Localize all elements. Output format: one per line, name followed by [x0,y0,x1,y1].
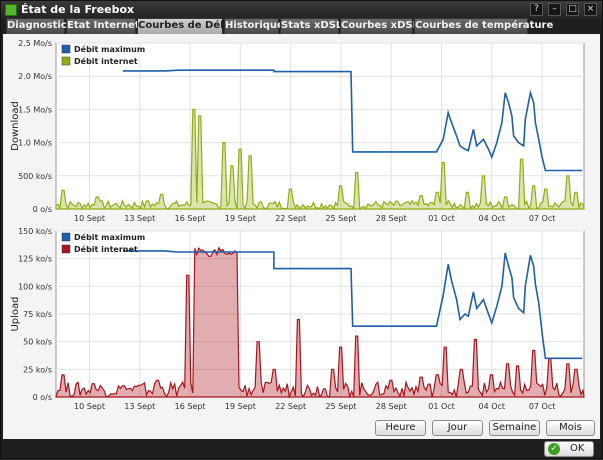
y-tick-label: 0 o/s [33,393,52,402]
range-hour-button[interactable]: Heure [375,420,426,436]
x-tick-label: 22 Sept [275,214,306,223]
window-title: État de la Freebox [21,3,135,16]
legend-label: Débit maximum [74,44,145,54]
x-tick-label: 10 Sept [74,402,105,411]
y-tick-label: 125 ko/s [18,255,52,264]
tab-courbes-de-temperature[interactable]: Courbes de température [414,18,553,34]
check-icon: ✓ [548,443,560,455]
y-tick-label: 100 ko/s [18,282,52,291]
plot-area [55,42,585,210]
x-tick-label: 16 Sept [175,402,206,411]
series-debit-internet [55,108,585,211]
ok-label: OK [570,443,585,454]
series-debit-maximum [123,250,583,360]
tab-bar: Diagnostic Etat Internet Courbes de Débi… [3,18,601,34]
y-tick-label: 2.0 Mo/s [18,72,52,81]
tab-courbes-de-debit[interactable]: Courbes de Débit [137,18,236,34]
legend-swatch [61,56,71,66]
download-chart: 0 o/s 500 ko/s 1.0 Mo/s 1.5 Mo/s 2.0 Mo/s 2.5… [10,39,585,223]
x-tick-label: 07 Oct [529,214,556,223]
close-button[interactable]: × [584,3,597,16]
x-tick-label: 19 Sept [225,402,256,411]
x-tick-label: 10 Sept [74,214,105,223]
x-tick-label: 22 Sept [275,402,306,411]
x-tick-label: 13 Sept [124,402,155,411]
tab-etat-internet[interactable]: Etat Internet [66,18,140,34]
help-button[interactable]: ? [530,3,543,16]
y-axis-label: Upload [10,296,21,331]
legend-label: Débit internet [74,56,138,66]
y-tick-label: 500 ko/s [18,172,52,181]
y-tick-label: 50 ko/s [23,338,52,347]
x-tick-label: 28 Sept [376,214,407,223]
x-tick-label: 01 Oct [428,214,455,223]
x-tick-label: 07 Oct [529,402,556,411]
legend-swatch [61,244,71,254]
x-tick-label: 25 Sept [325,214,356,223]
y-tick-label: 0 o/s [33,205,52,214]
x-tick-label: 16 Sept [175,214,206,223]
y-tick-label: 1.5 Mo/s [18,105,52,114]
x-tick-label: 19 Sept [225,214,256,223]
range-month-button[interactable]: Mois [546,420,595,436]
tab-courbes-xdsl[interactable]: Courbes xDSL [340,18,419,34]
y-tick-label: 150 ko/s [18,227,52,236]
legend-label: Débit maximum [74,232,145,242]
y-tick-label: 25 ko/s [23,365,52,374]
x-tick-label: 13 Sept [124,214,155,223]
range-day-button[interactable]: Jour [432,420,483,436]
tab-historique[interactable]: Historique [224,18,284,34]
freebox-app-icon [5,4,17,16]
ok-button[interactable]: ✓ OK [544,441,594,457]
range-week-button[interactable]: Semaine [489,420,540,436]
series-debit-maximum [123,69,583,172]
legend-swatch [61,232,71,242]
legend-label: Débit internet [74,244,138,254]
upload-chart: 0 o/s 25 ko/s 50 ko/s 75 ko/s 100 ko/s 125 ko… [10,227,585,411]
tab-diagnostic[interactable]: Diagnostic [6,18,67,34]
title-bar[interactable]: État de la Freebox ? – □ × [1,1,602,19]
y-tick-label: 2.5 Mo/s [18,39,52,48]
x-tick-label: 28 Sept [376,402,407,411]
x-tick-label: 25 Sept [325,402,356,411]
maximize-button[interactable]: □ [566,3,579,16]
minimize-button[interactable]: – [548,3,561,16]
x-tick-label: 01 Oct [428,402,455,411]
y-tick-label: 1.0 Mo/s [18,139,52,148]
y-axis-label: Download [10,101,21,151]
series-debit-internet [55,246,585,399]
x-tick-label: 04 Oct [479,402,506,411]
x-tick-label: 04 Oct [479,214,506,223]
legend-swatch [61,44,71,54]
y-tick-label: 75 ko/s [23,310,52,319]
tab-stats-xdsl[interactable]: Stats xDSL [280,18,342,34]
